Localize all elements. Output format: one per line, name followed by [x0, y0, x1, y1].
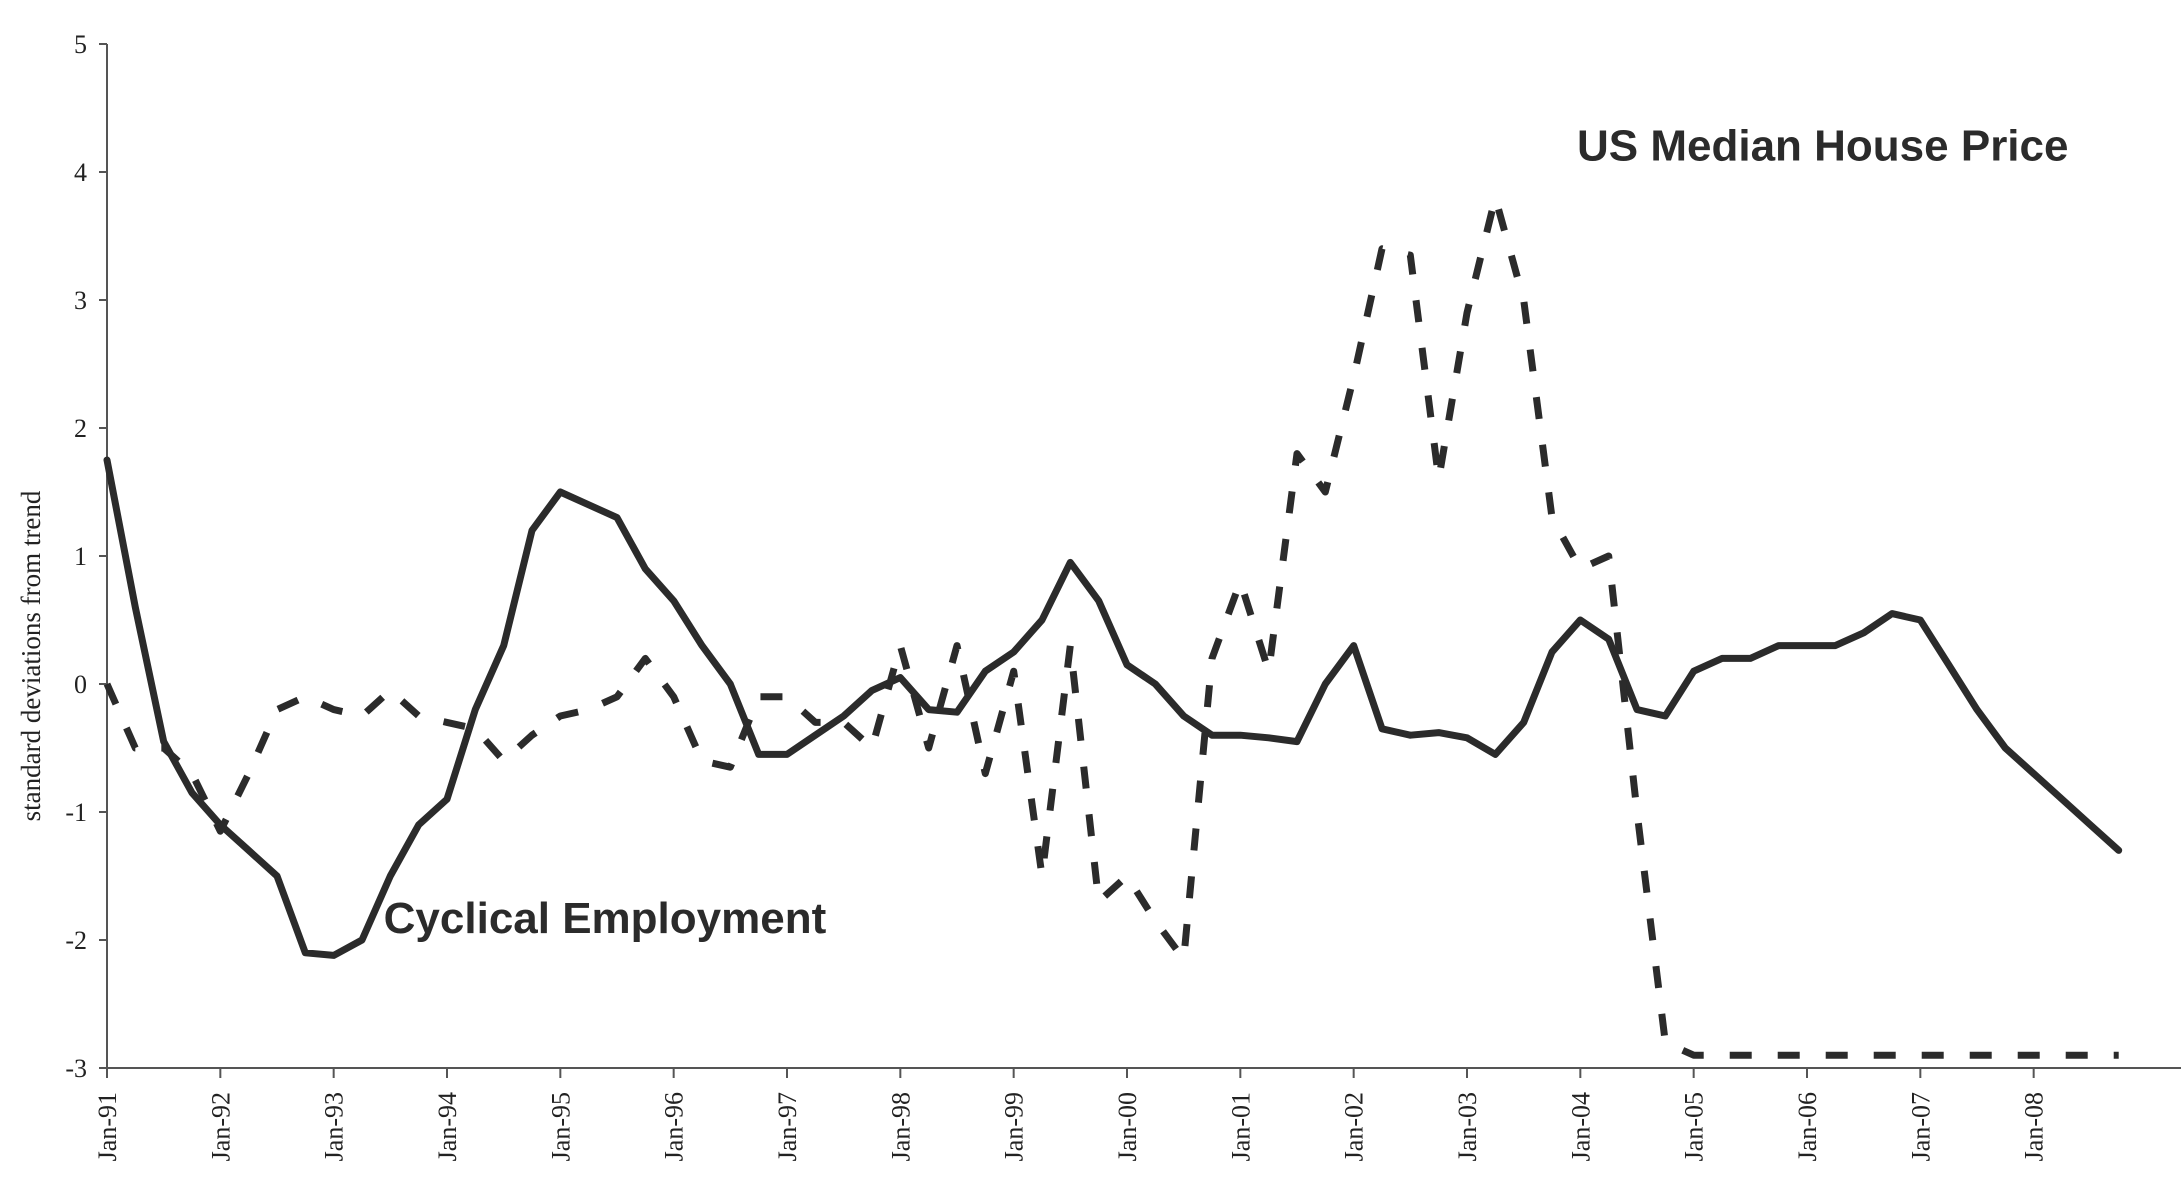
y-tick-label: 5: [74, 30, 87, 59]
y-tick-label: 3: [74, 286, 87, 315]
x-tick-label: Jan-93: [320, 1092, 349, 1161]
x-tick-label: Jan-06: [1793, 1092, 1822, 1161]
y-axis-title: standard deviations from trend: [16, 490, 46, 821]
series-label-us-median-house-price: US Median House Price: [1577, 121, 2068, 170]
y-tick-label: 2: [74, 414, 87, 443]
x-tick-label: Jan-99: [1000, 1092, 1029, 1161]
x-tick-label: Jan-04: [1566, 1092, 1595, 1161]
series-line-cyclical-employment: [103, 456, 2123, 959]
x-tick-label: Jan-02: [1340, 1092, 1369, 1161]
y-tick-label: 4: [74, 158, 87, 187]
x-tick-label: Jan-94: [433, 1092, 462, 1161]
series-label-cyclical-employment: Cyclical Employment: [384, 894, 827, 943]
series-lines: [103, 194, 2123, 1059]
y-tick-label: -1: [65, 798, 87, 827]
x-tick-label: Jan-91: [93, 1092, 122, 1161]
series-line-us-median-house-price: [103, 194, 2119, 1059]
x-tick-label: Jan-00: [1113, 1092, 1142, 1161]
x-tick-label: Jan-96: [660, 1092, 689, 1161]
y-axis-ticks: 5 4 3 2 1 0 -1 -2 -3: [65, 30, 107, 1083]
x-tick-label: Jan-92: [206, 1092, 235, 1161]
x-axis-ticks: Jan-91 Jan-92 Jan-93 Jan-94 Jan-95 Jan-96 Jan-…: [93, 1068, 2049, 1161]
y-tick-label: 1: [74, 542, 87, 571]
x-tick-label: Jan-05: [1680, 1092, 1709, 1161]
y-tick-label: -3: [65, 1054, 87, 1083]
x-tick-label: Jan-95: [546, 1092, 575, 1161]
x-tick-label: Jan-07: [1906, 1092, 1935, 1161]
x-tick-label: Jan-01: [1226, 1092, 1255, 1161]
y-tick-label: 0: [74, 670, 87, 699]
y-tick-label: -2: [65, 926, 87, 955]
x-tick-label: Jan-08: [2020, 1092, 2049, 1161]
x-tick-label: Jan-97: [773, 1092, 802, 1161]
x-tick-label: Jan-98: [886, 1092, 915, 1161]
x-tick-label: Jan-03: [1453, 1092, 1482, 1161]
